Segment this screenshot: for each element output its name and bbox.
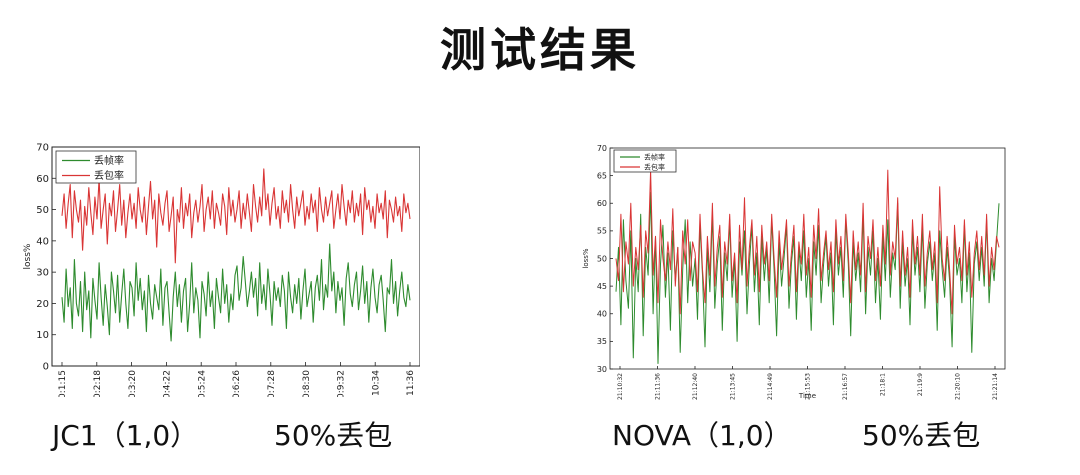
jc1-ytick-label: 10 bbox=[36, 330, 49, 341]
caption-jc1-name: JC1（1,0） bbox=[52, 419, 199, 452]
jc1-ytick-label: 30 bbox=[36, 268, 49, 279]
jc1-ytick-label: 60 bbox=[36, 174, 49, 185]
jc1-ytick-label: 20 bbox=[36, 299, 49, 310]
jc1-ylabel: loss% bbox=[23, 243, 33, 269]
nova-xtick-label: 21:10:32 bbox=[617, 373, 624, 400]
jc1-legend-label-packet-loss: 丢包率 bbox=[94, 169, 124, 182]
nova-ylabel: loss% bbox=[582, 248, 590, 269]
nova-ytick-label: 50 bbox=[597, 254, 607, 263]
jc1-xtick-label: 10:5:24 bbox=[197, 370, 207, 397]
nova-ytick-label: 60 bbox=[597, 199, 607, 208]
jc1-legend-label-frame-loss: 丢帧率 bbox=[94, 154, 124, 167]
caption-jc1-condition: 50%丢包 bbox=[274, 419, 393, 452]
nova-xtick-label: 21:12:40 bbox=[692, 373, 699, 400]
nova-ytick-label: 35 bbox=[597, 337, 607, 346]
caption-nova-name: NOVA（1,0） bbox=[612, 419, 792, 452]
jc1-ytick-label: 0 bbox=[43, 362, 49, 373]
jc1-xtick-label: 10:8:30 bbox=[302, 370, 312, 397]
nova-ytick-label: 40 bbox=[597, 310, 607, 319]
nova-xtick-label: 21:16:57 bbox=[842, 373, 849, 400]
jc1-xtick-label: 10:10:34 bbox=[371, 370, 381, 397]
nova-xtick-label: 21:20:10 bbox=[955, 373, 962, 400]
nova-ytick-label: 30 bbox=[597, 365, 607, 374]
jc1-series-frame-loss-line bbox=[61, 243, 411, 342]
jc1-xtick-label: 10:3:20 bbox=[128, 370, 138, 397]
nova-xtick-label: 21:14:49 bbox=[767, 373, 774, 400]
jc1-xtick-label: 10:1:15 bbox=[58, 370, 68, 397]
nova-xlabel: Time bbox=[798, 392, 816, 400]
chart-jc1: 0 10 20 30 40 50 60 70 10:1:15 10:2:18 10:3:20 10:4… bbox=[23, 143, 420, 397]
nova-xtick-label: 21:15:53 bbox=[805, 373, 812, 400]
nova-xtick-label: 21:19:9 bbox=[917, 373, 924, 396]
jc1-series-packet-loss-line bbox=[61, 168, 411, 264]
nova-ytick-label: 65 bbox=[597, 171, 607, 180]
nova-legend-label-packet-loss: 丢包率 bbox=[644, 163, 665, 172]
nova-ytick-label: 45 bbox=[597, 282, 607, 291]
nova-legend-label-frame-loss: 丢帧率 bbox=[644, 153, 665, 162]
nova-series-packet-loss-line bbox=[615, 169, 1000, 315]
jc1-xtick-label: 10:6:26 bbox=[232, 370, 242, 397]
nova-xtick-label: 21:21:14 bbox=[992, 373, 999, 400]
jc1-xtick-label: 10:11:36 bbox=[406, 370, 416, 397]
page-title: 测试结果 bbox=[440, 23, 640, 77]
jc1-legend-box bbox=[55, 150, 137, 184]
jc1-plot-frame bbox=[51, 146, 420, 367]
nova-ytick-label: 70 bbox=[597, 144, 607, 153]
jc1-ytick-label: 50 bbox=[36, 205, 49, 216]
nova-ytick-label: 55 bbox=[597, 227, 607, 236]
nova-series-frame-loss-line bbox=[615, 191, 1000, 364]
jc1-ytick-label: 40 bbox=[36, 236, 49, 247]
nova-xtick-label: 21:18:1 bbox=[880, 373, 887, 396]
jc1-ytick-label: 70 bbox=[36, 143, 49, 154]
jc1-xtick-label: 10:4:22 bbox=[163, 370, 173, 397]
jc1-xtick-label: 10:2:18 bbox=[93, 370, 103, 397]
jc1-xtick-label: 10:9:32 bbox=[337, 370, 347, 397]
jc1-xtick-label: 10:7:28 bbox=[267, 370, 277, 397]
chart-nova: 30 35 40 45 50 55 60 65 70 21:10:32 21:11:36 21:12:… bbox=[582, 144, 1006, 400]
nova-xtick-label: 21:13:45 bbox=[730, 373, 737, 400]
caption-nova-condition: 50%丢包 bbox=[862, 419, 981, 452]
nova-xtick-label: 21:11:36 bbox=[655, 373, 662, 400]
